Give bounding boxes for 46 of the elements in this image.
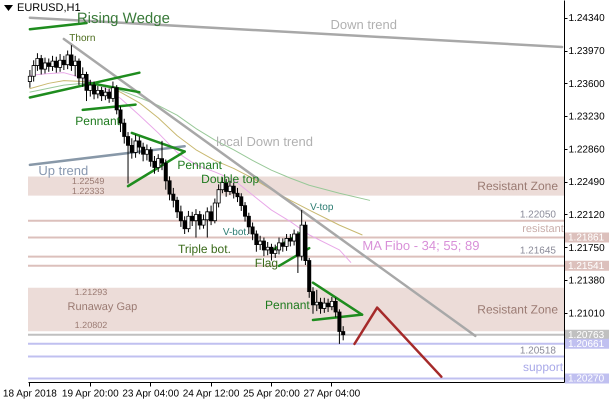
y-tick-label: 1.23230 [568,112,606,123]
ref-line-label: 1.20518 [520,345,556,356]
annotation: Pennant [265,298,310,312]
annotation: 1.20802 [74,320,108,330]
x-tick-label: 25 Apr 20:00 [243,388,300,400]
annotation: Thorn [69,33,96,44]
ref-line-label: 1.21645 [520,246,556,257]
y-tick-label: 1.23600 [568,78,606,90]
y-tick-label: 1.22120 [568,210,606,221]
ref-line-label: 1.21861 [568,232,605,244]
annotation: resistant [522,223,564,235]
annotation: local Down trend [216,134,313,149]
annotation: MA Fibo - 34; 55; 89 [362,238,480,253]
annotation: Pennant [177,158,223,172]
band-label: Resistant Zone [477,302,558,317]
ref-line-label: 1.20763 [568,330,605,341]
y-tick-label: 1.22860 [568,144,606,156]
y-tick-label: 1.21750 [568,242,606,254]
ref-line-label: 1.20270 [568,373,605,384]
annotation: Pennant [75,114,121,128]
x-tick-label: 24 Apr 12:00 [182,388,240,400]
annotation: Up trend [38,163,88,178]
annotation: 1.21293 [74,287,108,297]
y-tick-label: 1.21010 [568,308,606,320]
annotation: Triple bot. [178,242,231,256]
y-tick-label: 1.24340 [568,13,606,24]
annotation: Runaway Gap [68,301,138,313]
annotation: 1.22549 [72,176,104,186]
ref-line-label: 1.20661 [568,338,605,350]
ref-line-label: 1.21541 [568,260,605,272]
annotation: support [523,360,564,374]
x-tick-label: 19 Apr 20:00 [62,388,120,400]
annotation: V-top [310,202,334,213]
y-tick-label: 1.22490 [568,177,606,188]
annotation: 1.22333 [72,186,104,196]
x-tick-label: 27 Apr 04:00 [304,388,361,400]
annotation: V-bot. [222,227,249,238]
x-tick-label: 23 Apr 04:00 [122,388,180,400]
annotation: Flag [254,256,278,270]
annotation: Double top [201,172,260,186]
x-tick-label: 18 Apr 2018 [2,388,58,400]
ref-line-label: 1.22050 [520,210,556,221]
band-label: Resistant Zone [477,179,558,194]
annotation: Down trend [330,17,397,32]
y-tick-label: 1.21380 [568,276,606,287]
y-tick-label: 1.23970 [568,46,606,58]
